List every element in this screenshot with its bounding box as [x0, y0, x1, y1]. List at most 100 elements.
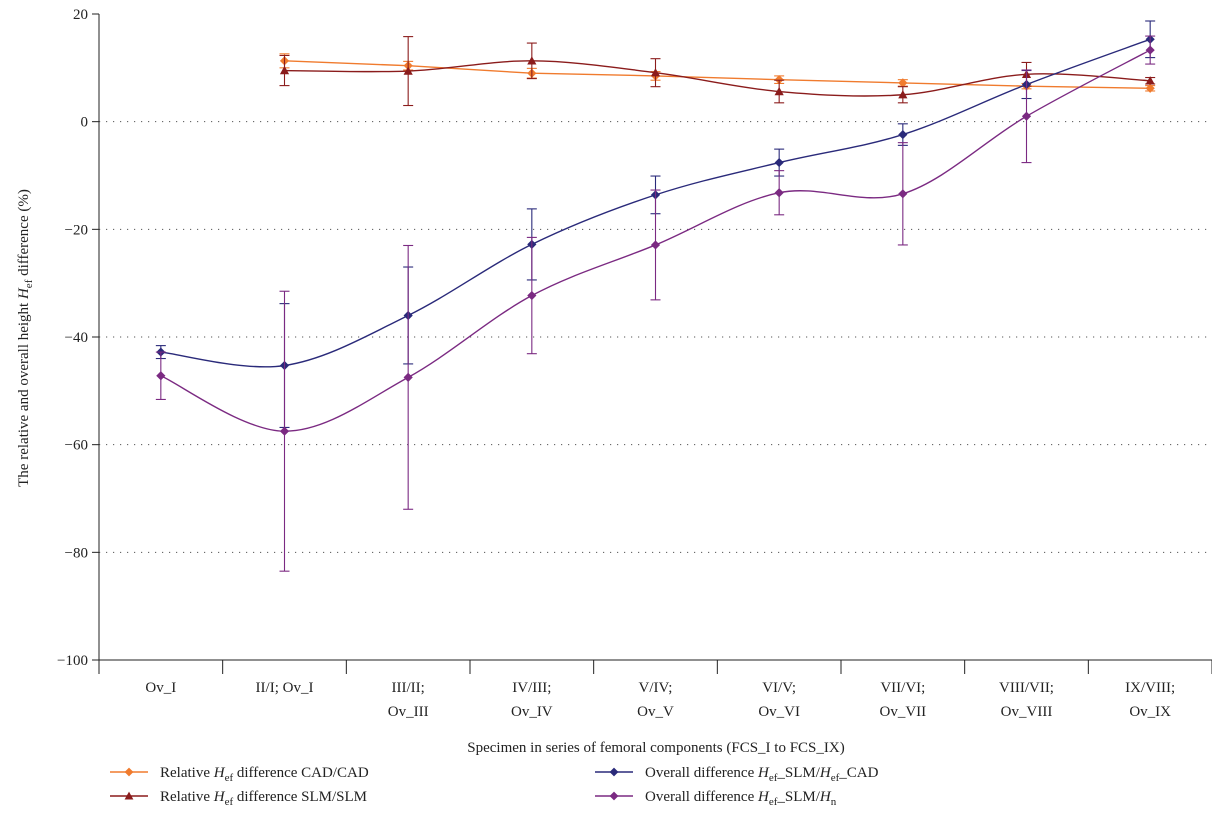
data-point-rel-slm	[774, 86, 784, 96]
legend-text-part: ef	[831, 772, 840, 784]
x-tick-line: Ov_VII	[880, 704, 927, 720]
legend-text-part: H	[757, 765, 770, 781]
legend-text-part: ef	[225, 772, 234, 784]
x-tick-line: Ov_V	[637, 704, 674, 720]
legend-label: Relative Hef difference SLM/SLM	[160, 789, 367, 808]
legend-text-part: _CAD	[838, 765, 878, 781]
y-tick-label: −20	[65, 222, 88, 238]
x-tick-line: II/I; Ov_I	[256, 680, 314, 696]
x-tick-line: Ov_VI	[758, 704, 800, 720]
data-point-ov-hn	[774, 188, 784, 198]
y-ticks: 20 0 −20 −40 −60 −80 −100	[57, 7, 99, 669]
x-tick-label: VI/V; Ov_VI	[758, 680, 800, 720]
x-tick-line: Ov_VIII	[1001, 704, 1053, 720]
legend-item-rel-slm: Relative Hef difference SLM/SLM	[110, 789, 367, 808]
x-tick-label: II/I; Ov_I	[256, 680, 314, 696]
data-point-ov-cad	[774, 157, 784, 168]
legend-text-part: H	[819, 765, 832, 781]
x-tick-line: VII/VI;	[880, 680, 925, 696]
legend-swatch-marker	[124, 791, 134, 800]
data-point-ov-hn	[1021, 111, 1032, 121]
data-point-ov-hn	[279, 426, 290, 436]
series-rel-slm	[279, 36, 1156, 107]
series-layer	[155, 20, 1156, 572]
legend-swatch-marker	[124, 767, 134, 777]
legend-text-part: H	[757, 789, 770, 805]
legend-text-part: H	[213, 789, 226, 805]
y-tick-label: −80	[65, 545, 88, 561]
x-tick-line: VI/V;	[762, 680, 796, 696]
y-label-prefix: The relative and overall height	[16, 299, 32, 487]
data-point-ov-hn	[1145, 45, 1155, 55]
legend-text-part: Overall difference	[645, 789, 758, 805]
x-tick-label: Ov_I	[145, 680, 176, 696]
legend-text-part: ef	[769, 796, 778, 808]
data-point-ov-cad	[898, 129, 908, 140]
x-tick-label: IX/VIII; Ov_IX	[1125, 680, 1175, 720]
data-point-rel-slm	[650, 68, 661, 77]
data-point-rel-cad	[1145, 83, 1155, 93]
legend-text-part: _SLM/	[776, 765, 820, 781]
x-tick-line: Ov_IV	[511, 704, 553, 720]
y-label-sub: ef	[23, 279, 35, 288]
x-tick-label: VII/VI; Ov_VII	[880, 680, 927, 720]
x-tick-line: Ov_IX	[1129, 704, 1171, 720]
series-ov-hn	[155, 35, 1156, 572]
x-tick-label: V/IV; Ov_V	[637, 680, 674, 720]
x-tick-line: Ov_I	[145, 680, 176, 696]
legend-label: Overall difference Hef_SLM/Hn	[645, 789, 837, 808]
legend-text-part: Relative	[160, 789, 214, 805]
legend-text-part: difference SLM/SLM	[233, 789, 367, 805]
x-tick-line: VIII/VII;	[999, 680, 1054, 696]
legend-text-part: Relative	[160, 765, 214, 781]
data-point-ov-hn	[650, 240, 661, 250]
legend: Relative Hef difference CAD/CAD Overall d…	[110, 765, 879, 808]
data-point-rel-slm	[279, 65, 290, 75]
y-tick-label: −40	[65, 330, 88, 346]
legend-label: Relative Hef difference CAD/CAD	[160, 765, 369, 784]
legend-text-part: ef	[769, 772, 778, 784]
x-tick-label: VIII/VII; Ov_VIII	[999, 680, 1054, 720]
legend-text-part: difference CAD/CAD	[233, 765, 369, 781]
legend-label: Overall difference Hef_SLM/Hef_CAD	[645, 765, 879, 784]
x-tick-line: IX/VIII;	[1125, 680, 1175, 696]
x-tick-label: IV/III; Ov_IV	[511, 680, 553, 720]
x-ticks: Ov_I II/I; Ov_I III/II; Ov_III IV/III; Ov_IV V…	[98, 660, 1212, 720]
y-tick-label: 20	[73, 7, 88, 23]
series-line-rel-slm	[284, 60, 1151, 97]
y-label-var: H	[16, 287, 32, 300]
y-axis-label: The relative and overall height Hef diff…	[16, 189, 35, 487]
legend-text-part: ef	[225, 796, 234, 808]
data-point-rel-slm	[898, 90, 908, 99]
legend-swatch-marker	[609, 791, 619, 801]
data-point-rel-slm	[1145, 76, 1155, 85]
data-point-rel-cad	[898, 78, 908, 88]
x-tick-line: Ov_III	[388, 704, 429, 720]
x-tick-label: III/II; Ov_III	[388, 680, 429, 720]
legend-text-part: _SLM/	[776, 789, 820, 805]
data-point-ov-hn	[898, 189, 908, 199]
x-tick-line: III/II;	[392, 680, 425, 696]
legend-item-ov-cad: Overall difference Hef_SLM/Hef_CAD	[595, 765, 879, 784]
data-point-rel-slm	[527, 56, 537, 65]
legend-text-part: Overall difference	[645, 765, 758, 781]
legend-swatch-marker	[609, 767, 619, 777]
y-tick-label: 0	[81, 115, 89, 131]
y-label-suffix: difference (%)	[16, 189, 32, 280]
series-line-rel-cad	[284, 60, 1151, 89]
legend-item-rel-cad: Relative Hef difference CAD/CAD	[110, 765, 369, 784]
legend-item-ov-hn: Overall difference Hef_SLM/Hn	[595, 789, 837, 808]
x-axis-label: Specimen in series of femoral components…	[467, 740, 844, 756]
data-point-ov-hn	[403, 372, 413, 382]
y-tick-label: −60	[65, 438, 88, 454]
data-point-rel-slm	[403, 66, 413, 75]
x-tick-line: IV/III;	[512, 680, 551, 696]
x-tick-line: V/IV;	[639, 680, 673, 696]
y-tick-label: −100	[57, 653, 88, 669]
legend-text-part: H	[819, 789, 832, 805]
legend-text-part: n	[831, 796, 837, 808]
data-point-ov-hn	[527, 290, 537, 301]
legend-text-part: H	[213, 765, 226, 781]
data-point-ov-hn	[156, 371, 166, 381]
